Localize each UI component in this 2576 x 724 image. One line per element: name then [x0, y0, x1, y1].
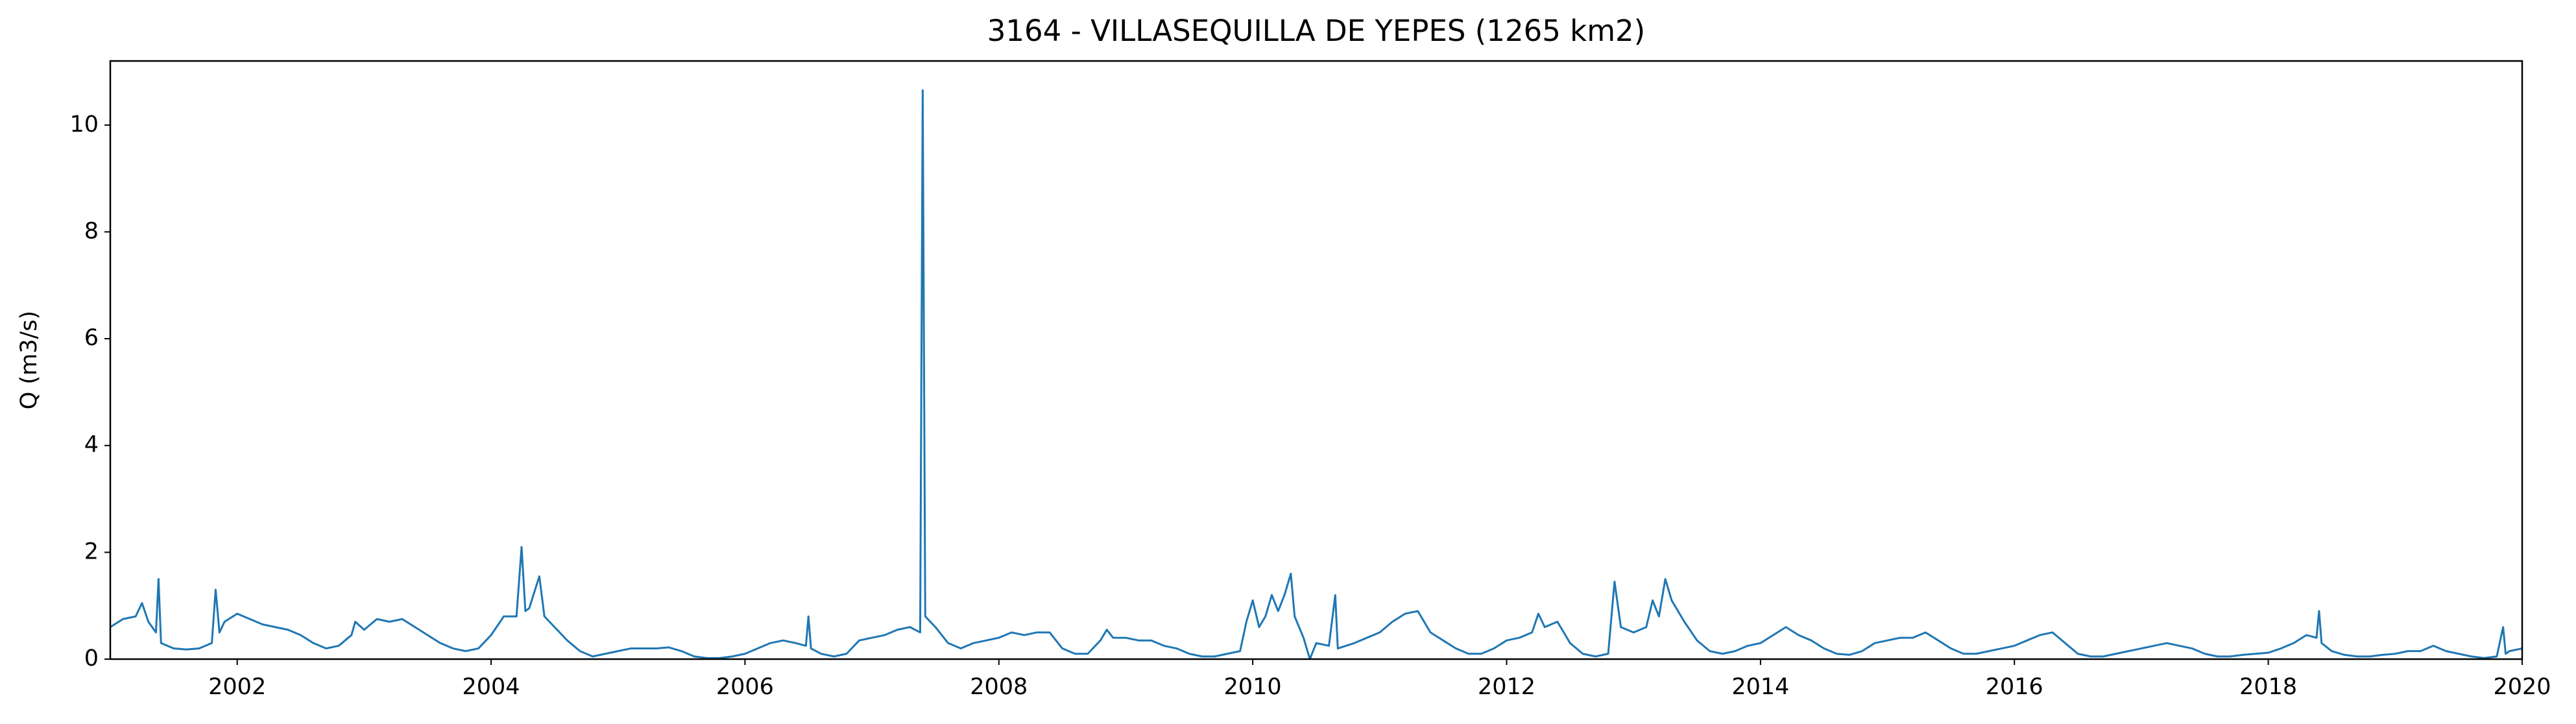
axes-frame: [109, 60, 2523, 660]
chart-title: 3164 - VILLASEQUILLA DE YEPES (1265 km2): [987, 14, 1645, 48]
x-tick-label: 2004: [463, 674, 520, 700]
x-tick-label: 2002: [208, 674, 266, 700]
y-tick-label: 2: [84, 538, 99, 564]
data-line: [110, 89, 2522, 659]
y-tick-label: 6: [84, 325, 99, 351]
x-tick-label: 2018: [2239, 674, 2297, 700]
y-tick-label: 0: [84, 646, 99, 671]
y-axis-label: Q (m3/s): [16, 311, 42, 409]
x-tick-label: 2016: [1986, 674, 2043, 700]
x-tick-label: 2014: [1731, 674, 1789, 700]
y-tick-label: 10: [69, 112, 99, 138]
x-tick-label: 2010: [1224, 674, 1282, 700]
x-tick-label: 2012: [1478, 674, 1535, 700]
x-tick-label: 2006: [716, 674, 774, 700]
y-tick-label: 8: [84, 218, 99, 244]
y-tick-label: 4: [84, 432, 99, 458]
x-tick-label: 2020: [2493, 674, 2551, 700]
plot-area: 0 2 4 6 8 10 2002 2004 2006 2008 2010 2012 2014 2016 2…: [69, 89, 2551, 700]
x-tick-label: 2008: [970, 674, 1028, 700]
